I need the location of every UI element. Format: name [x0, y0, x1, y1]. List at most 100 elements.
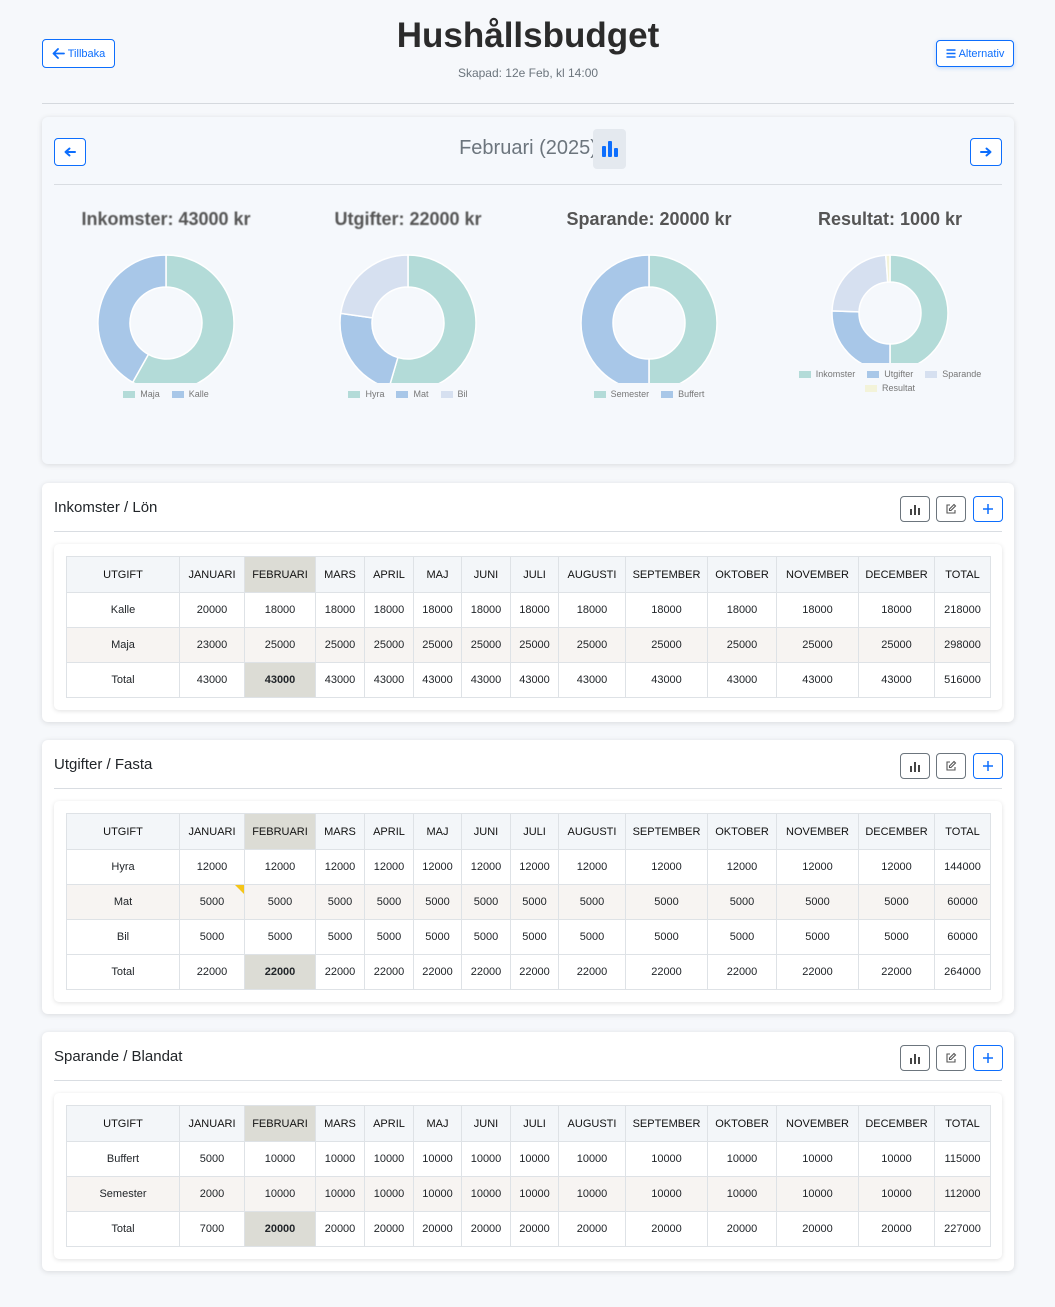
- table-cell[interactable]: 10000: [510, 1141, 559, 1177]
- table-cell[interactable]: 12000: [858, 849, 935, 885]
- table-cell[interactable]: 12000: [510, 849, 559, 885]
- table-cell[interactable]: 10000: [625, 1176, 708, 1212]
- table-cell[interactable]: 10000: [364, 1176, 414, 1212]
- table-cell[interactable]: 12000: [244, 849, 316, 885]
- table-cell[interactable]: 18000: [413, 592, 462, 628]
- table-cell[interactable]: 12000: [364, 849, 414, 885]
- table-cell[interactable]: 5000: [461, 884, 511, 920]
- table-cell[interactable]: 5000: [510, 884, 559, 920]
- table-cell[interactable]: 5000: [558, 884, 626, 920]
- legend-item[interactable]: Inkomster: [798, 369, 855, 379]
- back-button[interactable]: Tillbaka: [42, 39, 115, 68]
- table-cell[interactable]: 5000: [858, 884, 935, 920]
- legend-item[interactable]: Kalle: [171, 389, 209, 399]
- table-cell[interactable]: 25000: [625, 627, 708, 663]
- table-cell[interactable]: 10000: [413, 1141, 462, 1177]
- table-cell[interactable]: 18000: [461, 592, 511, 628]
- legend-item[interactable]: Hyra: [348, 389, 384, 399]
- table-cell[interactable]: 10000: [413, 1176, 462, 1212]
- table-cell[interactable]: 25000: [510, 627, 559, 663]
- table-cell[interactable]: 10000: [707, 1141, 777, 1177]
- table-cell[interactable]: 18000: [558, 592, 626, 628]
- table-cell[interactable]: 25000: [776, 627, 859, 663]
- table-cell[interactable]: 10000: [461, 1176, 511, 1212]
- table-cell[interactable]: 25000: [244, 627, 316, 663]
- next-month-button[interactable]: [970, 138, 1002, 166]
- table-cell[interactable]: 18000: [858, 592, 935, 628]
- table-cell[interactable]: 10000: [858, 1141, 935, 1177]
- table-cell[interactable]: 10000: [707, 1176, 777, 1212]
- table-cell[interactable]: 12000: [315, 849, 365, 885]
- section-edit-button[interactable]: [936, 496, 966, 522]
- legend-item[interactable]: Bil: [440, 389, 468, 399]
- table-cell[interactable]: 18000: [625, 592, 708, 628]
- table-cell[interactable]: 5000: [179, 1141, 245, 1177]
- table-cell[interactable]: 5000: [776, 919, 859, 955]
- table-cell[interactable]: 10000: [510, 1176, 559, 1212]
- table-cell[interactable]: 10000: [558, 1176, 626, 1212]
- table-cell[interactable]: 10000: [858, 1176, 935, 1212]
- section-edit-button[interactable]: [936, 1045, 966, 1071]
- table-cell[interactable]: 5000: [244, 919, 316, 955]
- section-edit-button[interactable]: [936, 753, 966, 779]
- table-cell[interactable]: 10000: [461, 1141, 511, 1177]
- legend-item[interactable]: Resultat: [864, 383, 915, 393]
- table-cell[interactable]: 10000: [315, 1176, 365, 1212]
- legend-item[interactable]: Mat: [396, 389, 429, 399]
- table-cell[interactable]: 10000: [315, 1141, 365, 1177]
- table-cell[interactable]: 5000: [858, 919, 935, 955]
- table-cell[interactable]: 12000: [776, 849, 859, 885]
- table-cell[interactable]: 10000: [244, 1176, 316, 1212]
- legend-item[interactable]: Buffert: [661, 389, 704, 399]
- options-menu-button[interactable]: Alternativ: [936, 40, 1014, 67]
- table-cell[interactable]: 5000: [179, 919, 245, 955]
- table-cell[interactable]: 25000: [707, 627, 777, 663]
- table-cell[interactable]: 5000: [707, 919, 777, 955]
- section-chart-button[interactable]: [900, 1045, 930, 1071]
- table-cell[interactable]: 5000: [364, 919, 414, 955]
- legend-item[interactable]: Utgifter: [867, 369, 913, 379]
- table-cell[interactable]: 10000: [364, 1141, 414, 1177]
- table-cell[interactable]: 10000: [776, 1141, 859, 1177]
- table-cell[interactable]: 5000: [510, 919, 559, 955]
- legend-item[interactable]: Sparande: [925, 369, 981, 379]
- table-cell[interactable]: 5000: [364, 884, 414, 920]
- legend-item[interactable]: Semester: [593, 389, 649, 399]
- table-cell[interactable]: 2000: [179, 1176, 245, 1212]
- table-cell[interactable]: 10000: [625, 1141, 708, 1177]
- table-cell[interactable]: 23000: [179, 627, 245, 663]
- table-cell[interactable]: 18000: [364, 592, 414, 628]
- table-cell[interactable]: 25000: [558, 627, 626, 663]
- table-cell[interactable]: 18000: [510, 592, 559, 628]
- table-cell[interactable]: 5000: [179, 884, 245, 920]
- table-cell[interactable]: 10000: [244, 1141, 316, 1177]
- table-cell[interactable]: 25000: [364, 627, 414, 663]
- table-cell[interactable]: 10000: [558, 1141, 626, 1177]
- table-cell[interactable]: 25000: [413, 627, 462, 663]
- table-cell[interactable]: 5000: [625, 919, 708, 955]
- section-chart-button[interactable]: [900, 496, 930, 522]
- section-chart-button[interactable]: [900, 753, 930, 779]
- chart-toggle-button[interactable]: [593, 129, 626, 169]
- table-cell[interactable]: 5000: [413, 919, 462, 955]
- table-cell[interactable]: 12000: [625, 849, 708, 885]
- table-cell[interactable]: 5000: [315, 919, 365, 955]
- table-cell[interactable]: 18000: [776, 592, 859, 628]
- table-cell[interactable]: 25000: [461, 627, 511, 663]
- table-cell[interactable]: 18000: [707, 592, 777, 628]
- table-cell[interactable]: 12000: [461, 849, 511, 885]
- table-cell[interactable]: 12000: [413, 849, 462, 885]
- table-cell[interactable]: 5000: [413, 884, 462, 920]
- table-cell[interactable]: 20000: [179, 592, 245, 628]
- table-cell[interactable]: 5000: [244, 884, 316, 920]
- previous-month-button[interactable]: [54, 138, 86, 166]
- legend-item[interactable]: Maja: [123, 389, 160, 399]
- table-cell[interactable]: 5000: [558, 919, 626, 955]
- table-cell[interactable]: 25000: [315, 627, 365, 663]
- table-cell[interactable]: 5000: [776, 884, 859, 920]
- table-cell[interactable]: 25000: [858, 627, 935, 663]
- section-add-button[interactable]: [973, 1045, 1003, 1071]
- table-cell[interactable]: 12000: [558, 849, 626, 885]
- table-cell[interactable]: 12000: [179, 849, 245, 885]
- table-cell[interactable]: 5000: [707, 884, 777, 920]
